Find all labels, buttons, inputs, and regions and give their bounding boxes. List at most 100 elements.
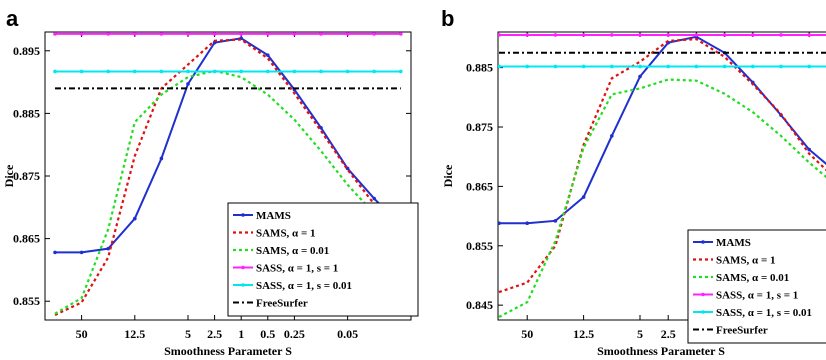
series-point [106, 246, 110, 251]
series-point [266, 69, 270, 74]
series-point [399, 69, 403, 74]
series-point [319, 32, 323, 36]
series-point [53, 69, 57, 74]
series-point [212, 32, 217, 36]
legend-entry: SASS, α = 1, s = 1 [256, 263, 338, 275]
series-point [159, 156, 164, 161]
legend-entry: SAMS, α = 1 [716, 255, 775, 267]
legend-entry: SASS, α = 1, s = 0.01 [256, 280, 352, 292]
series-point [239, 69, 243, 74]
y-tick-label: 0.865 [13, 232, 40, 246]
series-point [79, 32, 84, 36]
series-point [186, 69, 190, 74]
series-point [345, 32, 350, 36]
legend-entry: MAMS [256, 210, 291, 222]
series-layer-b [498, 33, 826, 319]
legend-entry: SAMS, α = 1 [256, 228, 315, 240]
series-point [133, 216, 137, 221]
legend-entry: SAMS, α = 0.01 [716, 272, 789, 284]
series-point [722, 33, 727, 37]
y-ticks-b: 0.845 0.855 0.865 0.875 0.885 [466, 61, 503, 312]
legend-entry: FreeSurfer [716, 325, 768, 337]
legend-swatch-dot [241, 265, 245, 270]
series-point [666, 64, 670, 69]
series-point [638, 74, 642, 79]
series-point [292, 32, 297, 36]
series-point [345, 69, 350, 74]
series-point [610, 134, 614, 138]
series-point [553, 219, 558, 223]
x-tick-label: 2.5 [207, 327, 222, 341]
series-point [807, 64, 811, 69]
series-point [186, 32, 190, 36]
legend-box [227, 202, 419, 317]
series-point [525, 33, 529, 37]
series-point [186, 82, 190, 86]
x-tick-label: 5 [185, 327, 191, 341]
x-axis-label-b: Smoothness Parameter S [597, 344, 725, 358]
legend-entry: SASS, α = 1, s = 0.01 [716, 307, 812, 319]
series-point [694, 33, 699, 37]
series-line [498, 78, 826, 319]
series-point [779, 33, 783, 37]
series-point [372, 32, 377, 36]
legend-box [687, 229, 826, 344]
series-point [399, 32, 403, 36]
panel-letter-b: b [441, 6, 454, 31]
series-point [722, 64, 727, 69]
y-tick-label: 0.855 [466, 239, 493, 253]
series-point [498, 64, 501, 69]
series-point [498, 221, 501, 226]
x-ticks-a: 50 12.5 5 2.5 1 0.5 0.25 0.05 [76, 32, 358, 341]
series-point [807, 33, 811, 37]
y-tick-label: 0.875 [13, 169, 40, 183]
x-tick-label: 50 [76, 327, 88, 341]
y-tick-label: 0.885 [13, 106, 40, 120]
series-point [292, 69, 297, 74]
x-tick-label: 12.5 [573, 327, 594, 341]
y-axis-label-a: Dice [2, 164, 16, 187]
x-tick-label: 2.5 [661, 327, 676, 341]
series-point [159, 32, 164, 36]
y-tick-label: 0.855 [13, 294, 40, 308]
y-tick-label: 0.875 [466, 120, 493, 134]
series-point [133, 32, 137, 36]
series-point [525, 64, 529, 69]
series-point [372, 69, 377, 74]
x-tick-label: 5 [637, 327, 643, 341]
legend-a: MAMS SAMS, α = 1 SAMS, α = 0.01 SASS, α = 1… [227, 202, 419, 317]
series-point [581, 33, 586, 37]
y-tick-label: 0.895 [13, 44, 40, 58]
series-point [807, 147, 811, 152]
series-point [53, 32, 57, 36]
chart-panel-a: a 0.855 0.865 0.875 0.885 0.895 50 12.5 5 2.5 1 0… [2, 6, 419, 358]
series-line [499, 35, 826, 225]
series-point [159, 69, 164, 74]
series-point [319, 69, 323, 74]
series-point [751, 64, 755, 69]
legend-entry: SAMS, α = 0.01 [256, 245, 329, 257]
y-ticks-a: 0.855 0.865 0.875 0.885 0.895 [13, 44, 411, 308]
series-point [666, 33, 670, 37]
series-point [638, 64, 642, 69]
series-point [212, 69, 217, 74]
legend-entry: SASS, α = 1, s = 1 [716, 290, 798, 302]
series-point [553, 64, 558, 69]
panel-letter-a: a [6, 6, 19, 31]
series-point [498, 33, 501, 37]
x-tick-label: 0.05 [337, 327, 358, 341]
y-tick-label: 0.865 [466, 179, 493, 193]
y-tick-label: 0.845 [466, 298, 493, 312]
series-line [54, 69, 402, 315]
series-layer-a [53, 32, 403, 316]
series-point [751, 33, 755, 37]
series-point [319, 125, 323, 130]
series-point [525, 221, 529, 226]
series-point [779, 64, 783, 69]
y-axis-label-b: Dice [441, 164, 455, 187]
series-point [106, 69, 110, 74]
series-point [266, 53, 270, 57]
legend-swatch-dot [241, 283, 245, 287]
